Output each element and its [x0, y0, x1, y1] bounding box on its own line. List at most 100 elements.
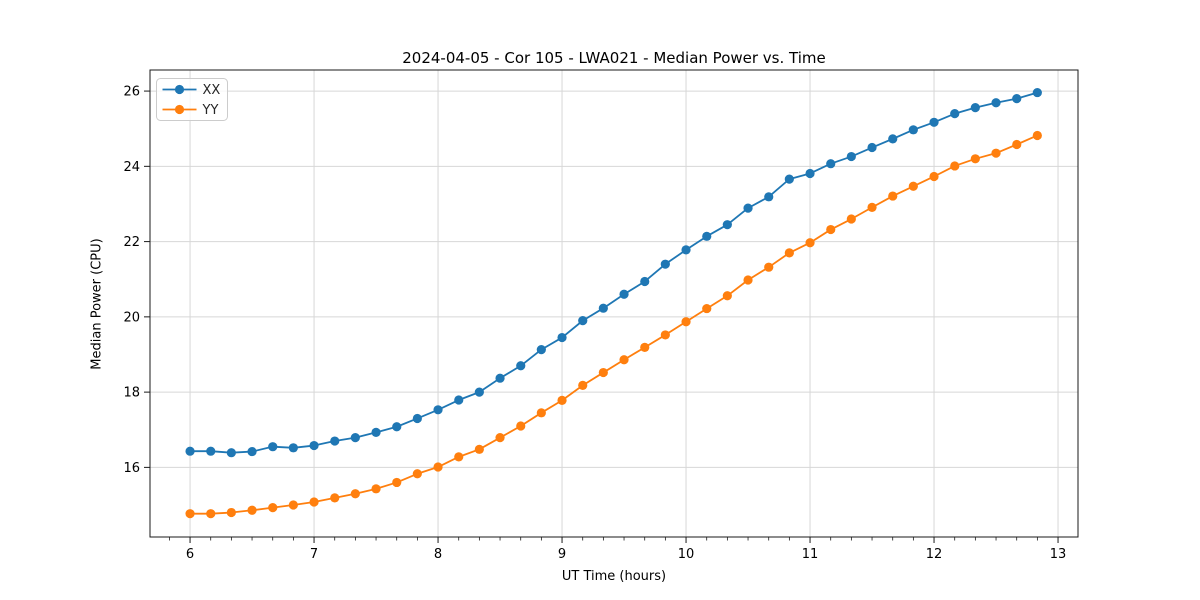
legend-label-YY: YY [202, 103, 219, 118]
series-YY-marker [247, 505, 257, 515]
series-YY-marker [268, 503, 278, 513]
series-XX-marker [309, 440, 319, 451]
series-YY-marker [226, 507, 236, 518]
series-YY-line [190, 134, 1038, 515]
series-XX-marker [288, 443, 298, 453]
x-tick-label: 6 [186, 547, 194, 562]
x-tick-label: 13 [1050, 547, 1067, 562]
series-YY-marker [206, 509, 216, 519]
y-tick-label: 22 [123, 235, 140, 250]
y-tick-label: 18 [123, 386, 140, 401]
series-YY-marker [330, 493, 340, 503]
series-YY-marker [371, 484, 381, 494]
series-XX-marker [557, 332, 567, 343]
series-YY-marker [908, 181, 918, 191]
series-YY-marker [888, 191, 898, 201]
series-XX-marker [640, 276, 650, 287]
series-XX-marker [268, 442, 278, 452]
series-XX-marker [392, 422, 402, 432]
x-tick-label: 8 [434, 547, 442, 562]
series-YY-marker [412, 469, 422, 479]
series-YY-marker [660, 330, 670, 340]
series-YY-marker [970, 154, 980, 164]
series-XX-marker [454, 395, 464, 405]
series-YY-marker [826, 224, 836, 235]
series-YY-marker [867, 202, 877, 212]
series-YY-marker [433, 462, 443, 472]
series-XX-marker [516, 361, 526, 371]
series-XX-marker [867, 142, 877, 153]
series-XX-marker [578, 316, 588, 326]
series-YY-marker [846, 214, 856, 224]
series-YY-marker [929, 171, 939, 182]
series-YY-marker [578, 380, 588, 390]
series-XX-marker [722, 220, 732, 230]
y-tick-label: 26 [123, 85, 140, 100]
series-YY-marker [1032, 130, 1042, 141]
series-XX-marker [433, 405, 443, 415]
x-tick-label: 12 [926, 547, 943, 562]
series-XX-marker [330, 436, 340, 446]
series-XX-marker [805, 168, 815, 179]
series-XX-marker [702, 231, 712, 241]
series-XX-marker [950, 109, 960, 119]
series-YY-marker [1012, 139, 1022, 150]
series-YY-marker [454, 452, 464, 462]
y-tick-label: 16 [123, 461, 140, 476]
y-tick-label: 20 [123, 310, 140, 325]
legend-marker-XX-icon [174, 84, 185, 95]
x-tick-label: 11 [802, 547, 819, 562]
series-YY-marker [702, 303, 712, 314]
series-YY-marker [495, 433, 505, 443]
series-YY-marker [764, 262, 774, 272]
x-axis-label: UT Time (hours) [561, 569, 667, 584]
series-XX-marker [619, 289, 629, 299]
series-XX-marker [743, 203, 753, 213]
series-XX-marker [991, 98, 1001, 108]
series-XX-marker [764, 192, 774, 202]
series-XX-marker [495, 373, 505, 383]
series-XX-marker [412, 413, 422, 424]
series-YY-marker [516, 421, 526, 431]
series-YY-marker [784, 248, 794, 258]
series-XX-marker [206, 446, 216, 456]
series-YY-marker [185, 509, 195, 519]
series-XX-marker [784, 174, 794, 184]
series-YY-marker [557, 395, 567, 405]
series-XX-marker [908, 125, 918, 135]
chart-title: 2024-04-05 - Cor 105 - LWA021 - Median P… [402, 49, 826, 67]
series-XX-marker [536, 344, 546, 355]
series-XX-marker [226, 448, 236, 458]
series-YY-marker [309, 497, 319, 507]
plot-border [149, 69, 1079, 538]
series-YY-marker [536, 408, 546, 418]
y-tick-label: 24 [123, 160, 140, 175]
series-YY-marker [950, 161, 960, 171]
series-YY-marker [722, 291, 732, 301]
series-XX-marker [929, 117, 939, 127]
series-XX-marker [970, 103, 980, 113]
series-XX-marker [1032, 87, 1042, 98]
x-tick-label: 7 [310, 547, 318, 562]
series-YY-marker [598, 367, 608, 378]
x-tick-label: 10 [678, 547, 695, 562]
series-XX-marker [185, 446, 195, 456]
series-XX-marker [247, 446, 257, 457]
series-XX-marker [350, 433, 360, 443]
series-XX-marker [888, 134, 898, 144]
series-XX-marker [826, 159, 836, 169]
series-YY-marker [743, 275, 753, 285]
series-XX-marker [660, 259, 670, 269]
series-YY-marker [474, 444, 484, 454]
series-XX-marker [371, 427, 381, 437]
series-YY-marker [640, 342, 650, 352]
series-XX-marker [681, 245, 691, 255]
legend-label-XX: XX [203, 83, 221, 98]
series-YY-marker [350, 489, 360, 499]
legend-marker-YY-icon [174, 104, 185, 115]
series-YY-marker [805, 238, 815, 248]
x-tick-label: 9 [558, 547, 566, 562]
series-YY-marker [288, 500, 298, 510]
